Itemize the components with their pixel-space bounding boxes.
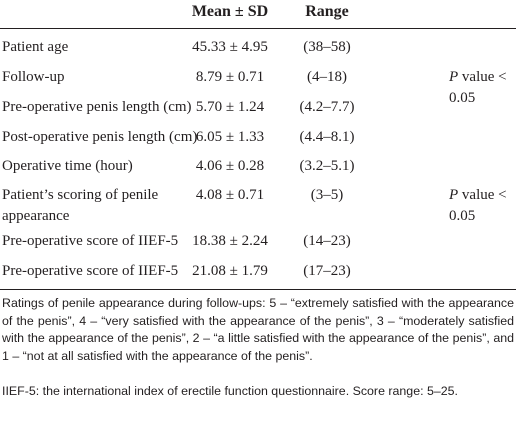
mean-sd: 6.05 ± 1.33 bbox=[195, 129, 265, 145]
range: (4.2–7.7) bbox=[299, 99, 355, 115]
mean-sd: 4.08 ± 0.71 bbox=[195, 187, 265, 203]
footnote: IIEF-5: the international index of erect… bbox=[2, 384, 458, 398]
header-rule bbox=[0, 28, 516, 29]
p-text: value < 0.05 bbox=[449, 187, 507, 224]
range: (3–5) bbox=[310, 187, 344, 203]
range: (17–23) bbox=[303, 263, 351, 279]
range: (14–23) bbox=[303, 233, 351, 249]
row-label: Patient age bbox=[2, 39, 69, 55]
p-text: value < 0.05 bbox=[449, 69, 507, 106]
mean-sd: 45.33 ± 4.95 bbox=[192, 39, 268, 55]
mean-sd: 4.06 ± 0.28 bbox=[195, 158, 265, 174]
range: (3.2–5.1) bbox=[299, 158, 355, 174]
range: (4.4–8.1) bbox=[299, 129, 355, 145]
mean-sd: 8.79 ± 0.71 bbox=[195, 69, 265, 85]
row-label: Pre-operative score of IIEF-5 bbox=[2, 233, 179, 249]
p-value: P value < 0.05 bbox=[449, 185, 513, 227]
footnote: Ratings of penile appearance during foll… bbox=[2, 296, 514, 363]
row-label: Pre-operative penis length (cm) bbox=[2, 99, 192, 115]
row-label: Follow-up bbox=[2, 69, 65, 85]
mean-sd: 18.38 ± 2.24 bbox=[192, 233, 268, 249]
range: (4–18) bbox=[307, 69, 347, 85]
p-italic: P bbox=[449, 187, 459, 203]
header-range: Range bbox=[305, 3, 349, 20]
row-label: Patient’s scoring of penile appearance bbox=[2, 187, 159, 224]
row-label: Pre-operative score of IIEF-5 bbox=[2, 263, 179, 279]
p-value: P value < 0.05 bbox=[449, 67, 513, 109]
bottom-rule bbox=[0, 289, 516, 290]
row-label: Operative time (hour) bbox=[2, 158, 133, 174]
range: (38–58) bbox=[303, 39, 351, 55]
header-mean: Mean ± SD bbox=[191, 3, 269, 20]
mean-sd: 21.08 ± 1.79 bbox=[192, 263, 268, 279]
p-italic: P bbox=[449, 69, 459, 85]
mean-sd: 5.70 ± 1.24 bbox=[195, 99, 265, 115]
row-label: Post-operative penis length (cm) bbox=[2, 129, 198, 145]
